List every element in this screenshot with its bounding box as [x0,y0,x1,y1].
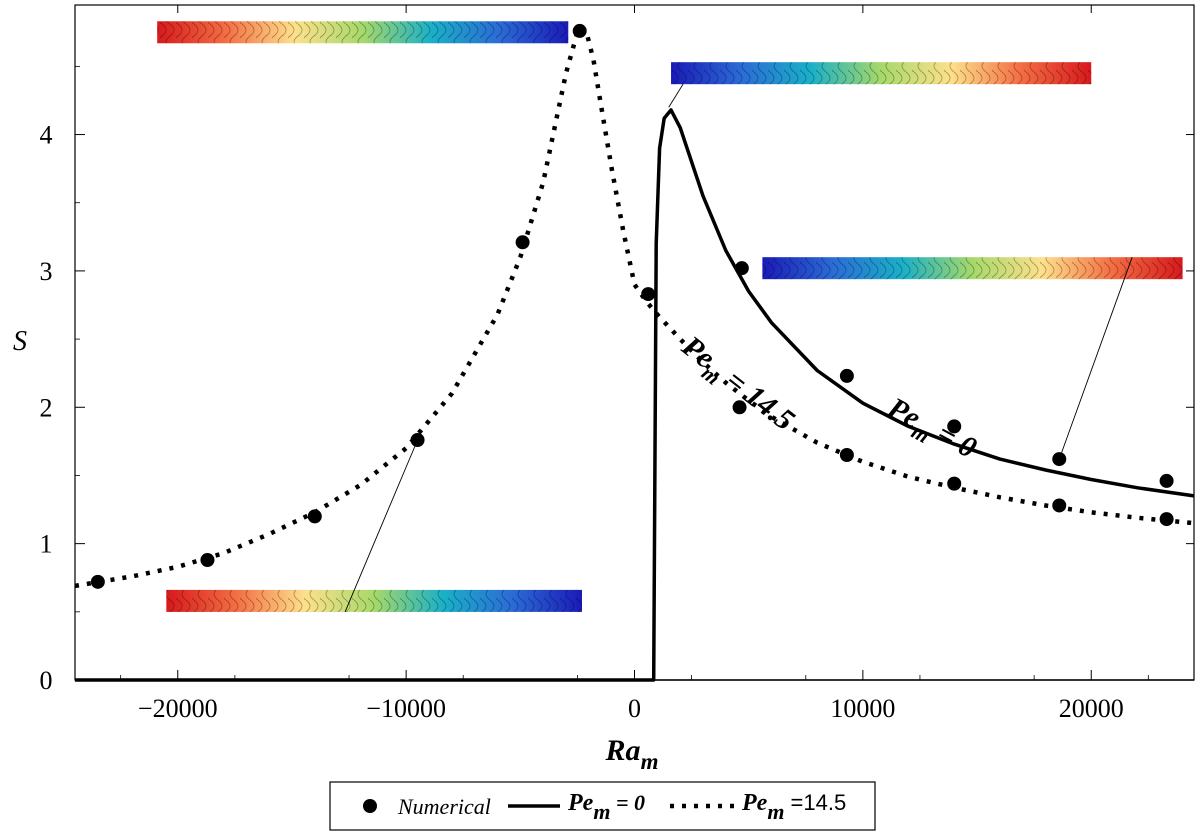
x-axis-title: Ram [605,734,659,774]
numerical-point [947,476,962,491]
numerical-point [732,400,747,415]
x-tick-label: 20000 [1059,694,1124,723]
numerical-point [734,261,749,276]
numerical-point [641,287,656,302]
y-tick-label: 0 [40,666,53,695]
numerical-point [1052,452,1067,467]
axis-labels: Ram S [13,326,658,774]
axes: −20000 −10000 0 10000 20000 0 1 2 3 4 [40,4,1195,723]
numerical-point [1159,473,1174,488]
y-tick-label: 4 [40,121,53,150]
y-tick-label: 3 [40,257,53,286]
curve-label: Pem = 0 [879,391,982,471]
numerical-point [839,448,854,462]
contour-inset-lines-4 [166,589,582,612]
numerical-point [1159,512,1174,527]
numerical-point [200,553,215,567]
inset-callout-line [1058,257,1133,460]
numerical-points [90,23,1174,589]
y-axis-title: S [13,326,27,357]
legend-label-numerical: Numerical [397,794,491,819]
contour-inset-lines-1 [157,21,569,44]
numerical-point [947,419,962,434]
y-tick-label: 1 [40,530,53,559]
series-pe-0 [75,108,1195,682]
series-pe-14-5 [74,24,1195,589]
inset-callout-line [344,439,418,613]
legend-box [329,781,876,831]
legend-marker-numerical [363,799,377,813]
numerical-point [572,23,587,38]
numerical-point [307,509,322,524]
legend-label-pe-14-5: Pem =14.5 [741,790,846,824]
plot-frame [74,4,1195,681]
numerical-point [839,368,854,383]
x-tick-label: 0 [628,694,641,723]
series [74,24,1195,682]
numerical-point [410,433,425,447]
x-tick-label: −10000 [366,694,446,723]
legend-label-pe-0: Pem = 0 [567,790,645,824]
x-tick-label: −20000 [138,694,218,723]
numerical-point [1052,498,1067,513]
contour-inset-lines-2 [671,62,1092,85]
numerical-point [90,574,105,589]
curve-label: Pem = 14.5 [671,329,800,442]
x-tick-label: 10000 [830,694,895,723]
insets [157,21,1183,613]
numerical-point [515,235,530,250]
legend: Numerical Pem = 0 Pem =14.5 [329,781,876,831]
inset-callout-line [668,83,684,108]
y-tick-label: 2 [40,393,53,422]
contour-inset-lines-3 [762,257,1183,280]
